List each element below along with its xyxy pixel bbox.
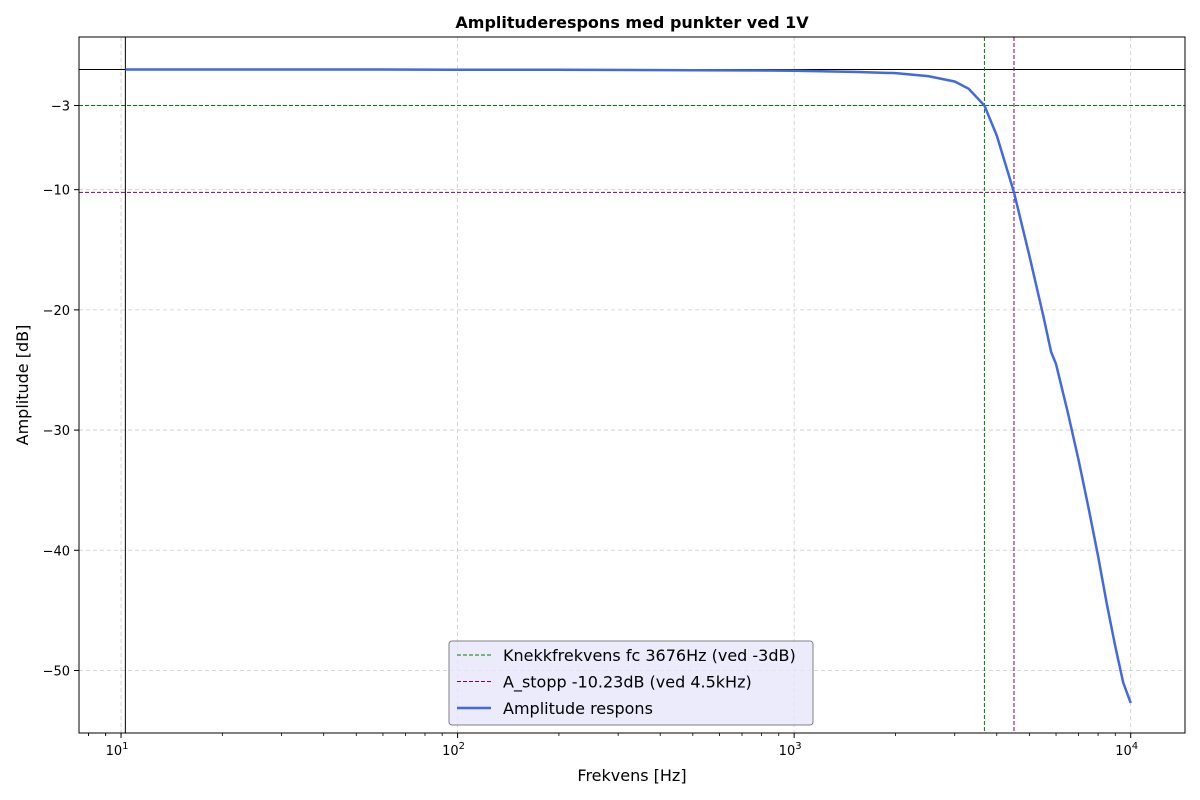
reference-lines bbox=[79, 37, 1185, 733]
legend-label: A_stopp -10.23dB (ved 4.5kHz) bbox=[503, 673, 752, 693]
legend-label: Amplitude respons bbox=[503, 699, 653, 718]
y-tick-label: −10 bbox=[43, 184, 70, 199]
y-tick-label: −3 bbox=[51, 100, 70, 115]
x-tick-label: 102 bbox=[442, 741, 465, 759]
x-ticks: 101 102 103 104 bbox=[88, 733, 1138, 759]
legend-label: Knekkfrekvens fc 3676Hz (ved -3dB) bbox=[503, 646, 796, 665]
x-axis-label: Frekvens [Hz] bbox=[577, 766, 686, 785]
grid-layer bbox=[79, 37, 1185, 733]
chart-title: Amplituderespons med punkter ved 1V bbox=[455, 13, 809, 32]
y-tick-label: −40 bbox=[43, 544, 70, 559]
y-tick-label: −30 bbox=[43, 424, 70, 439]
plot-frame bbox=[78, 36, 1186, 734]
y-axis-label: Amplitude [dB] bbox=[13, 325, 32, 446]
x-tick-label: 104 bbox=[1115, 741, 1138, 759]
x-tick-label: 103 bbox=[779, 741, 802, 759]
series-layer bbox=[125, 68, 1132, 704]
y-tick-label: −20 bbox=[43, 304, 70, 319]
series-line-amplitude bbox=[125, 68, 1132, 704]
y-tick-label: −50 bbox=[43, 664, 70, 679]
legend: Knekkfrekvens fc 3676Hz (ved -3dB) A_stop… bbox=[448, 640, 814, 726]
x-tick-label: 101 bbox=[106, 741, 129, 759]
legend-box bbox=[448, 640, 814, 726]
y-ticks: −3 −10 −20 −30 −40 −50 bbox=[43, 100, 79, 679]
